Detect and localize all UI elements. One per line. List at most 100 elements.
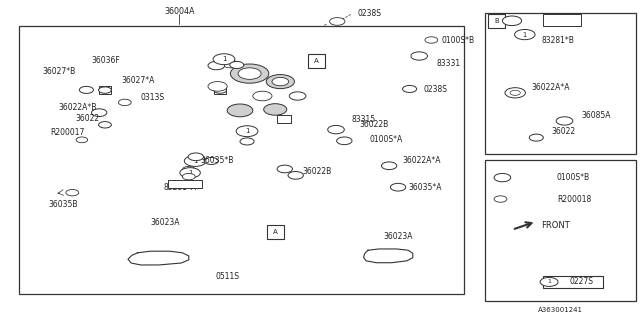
Text: 36022: 36022 [552, 127, 576, 136]
Text: B: B [281, 116, 286, 122]
Text: 36036F: 36036F [92, 56, 120, 65]
Text: 36004A: 36004A [164, 7, 195, 16]
Circle shape [272, 77, 289, 86]
Text: 36027*B: 36027*B [43, 67, 76, 76]
Text: 0100S*B: 0100S*B [442, 36, 475, 44]
Text: R200018: R200018 [557, 195, 591, 204]
Circle shape [403, 85, 417, 92]
Circle shape [288, 172, 303, 179]
Circle shape [184, 156, 206, 166]
Polygon shape [182, 40, 319, 125]
Text: 36022A*B: 36022A*B [59, 103, 97, 112]
Text: 36035*B: 36035*B [200, 156, 234, 164]
Text: A: A [273, 229, 278, 235]
Bar [277, 115, 291, 123]
Text: FRONT: FRONT [541, 221, 570, 230]
Text: 36035*A: 36035*A [408, 183, 442, 192]
Text: 0238S: 0238S [424, 85, 448, 94]
Circle shape [253, 91, 272, 101]
Text: 0313S: 0313S [141, 93, 165, 102]
Text: 36023A: 36023A [383, 232, 413, 241]
Circle shape [540, 277, 558, 286]
Circle shape [76, 137, 88, 143]
Text: 36027*A: 36027*A [122, 76, 155, 84]
Bar [488, 14, 505, 28]
Circle shape [204, 157, 218, 164]
Circle shape [99, 122, 111, 128]
Text: 36022A*A: 36022A*A [402, 156, 440, 164]
Circle shape [180, 168, 200, 178]
Polygon shape [323, 114, 390, 251]
Circle shape [230, 64, 269, 83]
Circle shape [556, 117, 573, 125]
Text: 1: 1 [523, 32, 527, 37]
Text: 36085A: 36085A [581, 111, 611, 120]
Circle shape [118, 99, 131, 106]
Bar [99, 86, 111, 94]
Circle shape [238, 68, 261, 79]
Circle shape [510, 90, 520, 95]
Circle shape [99, 87, 111, 93]
Circle shape [529, 134, 543, 141]
Circle shape [411, 52, 428, 60]
Polygon shape [128, 251, 189, 265]
Text: 36023A: 36023A [150, 218, 180, 227]
Circle shape [236, 126, 258, 137]
Bar [267, 225, 284, 239]
Text: 36022B: 36022B [302, 167, 332, 176]
Polygon shape [77, 90, 158, 254]
Circle shape [182, 166, 195, 173]
Circle shape [66, 189, 79, 196]
Text: 0100S*A: 0100S*A [370, 135, 403, 144]
Text: 36022A*A: 36022A*A [531, 83, 570, 92]
Circle shape [390, 183, 406, 191]
Text: A: A [314, 58, 319, 64]
Circle shape [277, 165, 292, 173]
Text: 36035B: 36035B [49, 200, 78, 209]
Text: 0511S: 0511S [215, 272, 239, 281]
Circle shape [289, 92, 306, 100]
Circle shape [494, 173, 511, 182]
Circle shape [79, 86, 93, 93]
Circle shape [213, 54, 235, 65]
Text: B: B [494, 18, 499, 24]
Text: 0238S: 0238S [358, 9, 382, 18]
Circle shape [230, 61, 244, 68]
Circle shape [208, 61, 225, 70]
Text: 0100S*B: 0100S*B [557, 173, 590, 182]
Text: 83281*A: 83281*A [164, 183, 197, 192]
Text: 1: 1 [188, 170, 193, 176]
Text: 1: 1 [244, 128, 250, 134]
Bar [485, 160, 636, 301]
Bar [308, 54, 325, 68]
Circle shape [425, 37, 438, 43]
Bar [543, 276, 603, 288]
Text: 0227S: 0227S [569, 277, 593, 286]
Circle shape [337, 137, 352, 145]
Text: A363001241: A363001241 [538, 307, 582, 313]
Circle shape [505, 88, 525, 98]
Circle shape [240, 138, 254, 145]
Bar [168, 180, 202, 188]
Text: 36022: 36022 [76, 114, 100, 123]
Text: 83315: 83315 [351, 115, 376, 124]
Circle shape [92, 109, 107, 116]
Circle shape [328, 125, 344, 134]
Circle shape [266, 75, 294, 89]
Text: 83331: 83331 [436, 59, 461, 68]
Bar [485, 13, 636, 154]
Text: 36022B: 36022B [360, 120, 389, 129]
Circle shape [264, 104, 287, 115]
Text: 83281*B: 83281*B [541, 36, 575, 44]
Circle shape [182, 173, 195, 180]
Circle shape [227, 104, 253, 117]
Circle shape [381, 162, 397, 170]
Circle shape [502, 16, 522, 26]
Text: R200017: R200017 [50, 128, 84, 137]
Circle shape [494, 196, 507, 202]
Circle shape [223, 60, 238, 68]
Text: 1: 1 [547, 279, 551, 284]
Polygon shape [364, 249, 413, 263]
Bar [19, 26, 464, 294]
Bar [214, 86, 226, 94]
